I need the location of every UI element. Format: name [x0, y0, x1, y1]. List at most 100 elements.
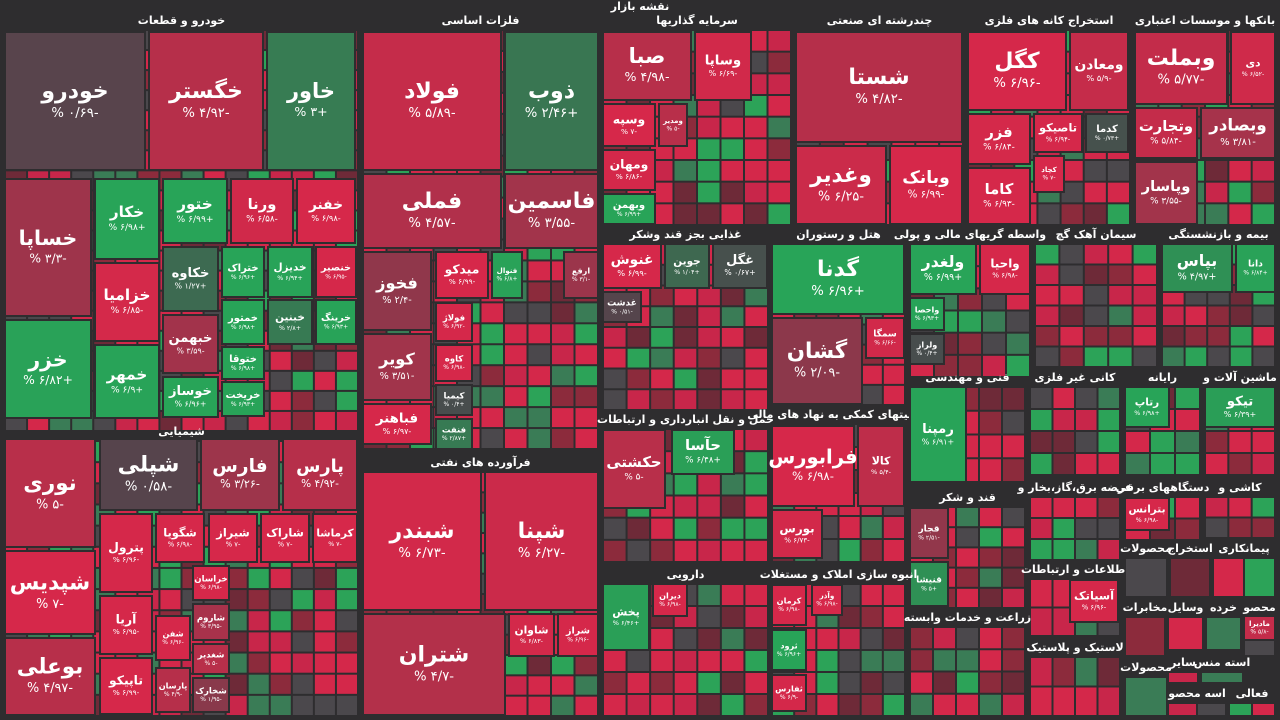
tile: [504, 173, 599, 249]
group-header: کانی غیر فلزی: [1035, 371, 1117, 384]
tile-change: -۴/۹۷ %: [27, 681, 73, 696]
filler-cell: [674, 695, 697, 715]
tile: [504, 31, 599, 171]
tile-change: +۶/۹۶ %: [175, 400, 207, 409]
tile-name: خکار: [109, 203, 144, 221]
tile-change: +۶/۹۱ %: [922, 437, 954, 446]
tile-change: -۶/۹۵ %: [113, 627, 140, 636]
filler-cell: [1109, 286, 1132, 305]
filler-cell: [1133, 327, 1156, 346]
tile: [484, 471, 599, 611]
group-header: اسه محصو: [1167, 687, 1226, 700]
filler-cell: [1176, 454, 1199, 474]
filler-cell: [575, 429, 597, 448]
filler-cell: [980, 388, 1001, 410]
tile-change: +۱/۰۴ %: [674, 269, 699, 276]
tile: [909, 386, 967, 483]
tile-change: -۷ %: [328, 541, 342, 548]
filler-cell: [1107, 204, 1129, 224]
tile-change: -۳/۹۵ %: [200, 623, 221, 630]
filler-cell: [1126, 454, 1149, 474]
filler-cell: [226, 653, 247, 673]
tile-name: ختراک: [227, 263, 258, 274]
tile-change: +۶/۹۹ %: [176, 215, 213, 225]
filler-cell: [1003, 528, 1024, 547]
filler-cell: [1031, 658, 1052, 686]
filler-cell: [745, 348, 767, 368]
filler-cell: [768, 74, 790, 94]
tile-name: کرماشا: [316, 528, 354, 540]
filler-cell: [980, 459, 1001, 481]
filler-cell: [698, 286, 720, 306]
filler-cell: [1036, 327, 1059, 346]
tile-name: پترول: [108, 540, 144, 554]
tile-change: +۶/۹۹ %: [924, 272, 962, 283]
tile-name: شاروم: [197, 613, 225, 623]
filler-cell: [745, 629, 767, 649]
filler-cell: [1202, 673, 1242, 682]
tile-name: خبهمن: [169, 331, 213, 346]
tile-change: -۶/۹۸ %: [1136, 517, 1158, 524]
filler-cell: [627, 328, 650, 347]
tile-name: تاصیکو: [1038, 121, 1077, 135]
filler-cell: [336, 568, 357, 589]
filler-cell: [248, 611, 269, 631]
tile-name: خکاوه: [172, 266, 210, 281]
filler-cell: [292, 653, 313, 673]
filler-cell: [336, 411, 357, 430]
filler-cell: [1007, 311, 1029, 332]
tile: [155, 667, 191, 713]
tile-name: غدشت: [607, 298, 637, 308]
filler-cell: [1206, 518, 1228, 537]
filler-cell: [1031, 540, 1052, 559]
tile-name: فولاژ: [442, 313, 465, 323]
filler-cell: [839, 540, 860, 561]
filler-cell: [1185, 306, 1207, 325]
filler-cell: [1171, 559, 1209, 596]
tile-name: خزر: [27, 347, 67, 371]
filler-cell: [651, 629, 673, 649]
filler-cell: [1036, 347, 1059, 366]
tile: [362, 613, 506, 716]
tile-name: خبنین: [275, 312, 305, 324]
filler-cell: [1252, 518, 1274, 537]
tile: [267, 299, 313, 345]
tile-change: -۳/۸۱ %: [1220, 137, 1256, 148]
tile-change: -۳/۳ %: [29, 251, 66, 265]
group-header: فعالی: [1236, 687, 1269, 700]
filler-cell: [1252, 454, 1274, 474]
filler-cell: [481, 366, 503, 386]
filler-cell: [336, 611, 357, 631]
group-header: مخابرات: [1123, 601, 1168, 614]
filler-cell: [1098, 519, 1119, 538]
filler-cell: [1133, 286, 1156, 305]
group-header: انبوه سازی املاک و مستغلات: [760, 568, 918, 581]
tile-name: شخارک: [195, 686, 227, 696]
filler-cell: [1229, 498, 1251, 517]
tile-change: -۴/۹۸ %: [625, 69, 670, 84]
filler-cell: [817, 673, 838, 693]
filler-cell: [575, 387, 597, 407]
filler-cell: [861, 385, 882, 404]
filler-cell: [528, 408, 550, 428]
filler-cell: [745, 204, 767, 224]
filler-cell: [1185, 347, 1207, 366]
tile-change: -۶/۸۳ %: [520, 637, 543, 645]
tile-name: وساپا: [705, 53, 741, 68]
filler-cell: [1230, 306, 1252, 325]
filler-cell: [314, 632, 335, 652]
filler-cell: [552, 408, 574, 428]
tile-change: -۵ %: [666, 125, 679, 132]
filler-cell: [1003, 508, 1024, 527]
filler-cell: [721, 585, 744, 605]
group-header: واسطه گریهای مالی و پولی: [894, 228, 1046, 241]
filler-cell: [911, 694, 932, 715]
tile: [771, 509, 823, 559]
filler-cell: [980, 672, 1001, 693]
filler-cell: [1252, 204, 1274, 224]
filler-cell: [980, 435, 1001, 458]
filler-cell: [883, 629, 904, 649]
filler-cell: [1003, 694, 1024, 715]
tile: [94, 344, 160, 419]
filler-cell: [481, 408, 503, 428]
